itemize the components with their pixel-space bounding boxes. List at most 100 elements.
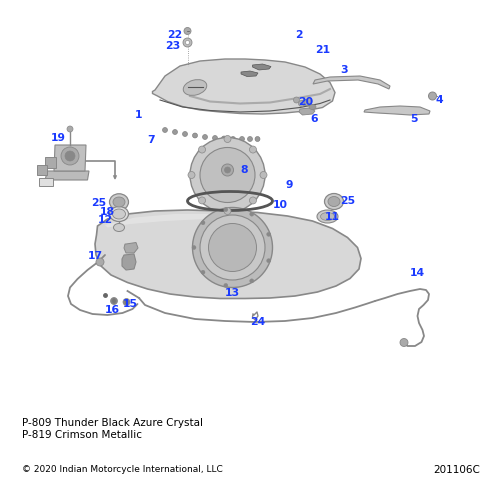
Circle shape (230, 136, 235, 141)
Circle shape (224, 208, 231, 214)
Circle shape (192, 246, 196, 250)
Ellipse shape (328, 196, 340, 206)
Text: 6: 6 (310, 114, 318, 124)
Circle shape (172, 130, 178, 134)
Ellipse shape (183, 80, 207, 96)
Text: 12: 12 (98, 215, 112, 225)
Text: 24: 24 (250, 317, 265, 327)
Ellipse shape (320, 212, 334, 220)
Circle shape (162, 128, 168, 132)
Circle shape (190, 138, 265, 212)
Circle shape (61, 147, 79, 165)
Circle shape (294, 97, 300, 103)
Circle shape (222, 136, 226, 141)
Circle shape (400, 338, 408, 346)
Text: 5: 5 (410, 114, 418, 124)
Text: © 2020 Indian Motorcycle International, LLC: © 2020 Indian Motorcycle International, … (22, 466, 223, 474)
Text: 25: 25 (340, 196, 355, 206)
Circle shape (224, 284, 228, 288)
Circle shape (250, 279, 254, 283)
Ellipse shape (110, 206, 128, 222)
Circle shape (428, 92, 436, 100)
Circle shape (250, 146, 256, 153)
Text: 2: 2 (295, 30, 302, 40)
Circle shape (306, 98, 312, 104)
Ellipse shape (124, 299, 129, 305)
Ellipse shape (324, 194, 344, 210)
Text: 17: 17 (88, 251, 102, 261)
Polygon shape (124, 242, 138, 253)
Ellipse shape (112, 298, 116, 304)
Text: 8: 8 (240, 165, 248, 175)
Circle shape (192, 133, 198, 138)
Polygon shape (45, 157, 56, 168)
Text: 15: 15 (122, 299, 138, 309)
Text: P-809 Thunder Black Azure Crystal: P-809 Thunder Black Azure Crystal (22, 418, 204, 428)
Polygon shape (299, 108, 315, 115)
Circle shape (248, 136, 252, 141)
Text: 9: 9 (285, 180, 292, 190)
Text: 25: 25 (92, 198, 106, 208)
Ellipse shape (309, 104, 316, 110)
Polygon shape (45, 171, 89, 180)
Circle shape (200, 215, 265, 280)
Text: 20: 20 (298, 97, 313, 107)
Text: 1: 1 (135, 110, 142, 120)
Ellipse shape (114, 224, 124, 232)
Circle shape (208, 224, 256, 272)
Polygon shape (252, 64, 271, 70)
Circle shape (250, 212, 254, 216)
Circle shape (212, 136, 218, 140)
Circle shape (192, 208, 272, 288)
Circle shape (260, 172, 267, 178)
Circle shape (266, 258, 270, 262)
Circle shape (198, 197, 205, 204)
Polygon shape (54, 145, 86, 171)
Circle shape (224, 167, 230, 173)
Text: 3: 3 (340, 65, 347, 75)
Circle shape (184, 28, 191, 34)
Text: 4: 4 (435, 95, 442, 105)
Text: 7: 7 (148, 135, 155, 145)
Circle shape (224, 208, 228, 212)
Circle shape (65, 151, 75, 161)
Polygon shape (39, 178, 53, 186)
Circle shape (200, 148, 255, 203)
Text: P-819 Crimson Metallic: P-819 Crimson Metallic (22, 430, 142, 440)
Circle shape (201, 221, 205, 225)
Circle shape (67, 126, 73, 132)
Polygon shape (105, 214, 250, 228)
Text: 11: 11 (325, 212, 340, 222)
Text: 14: 14 (410, 268, 425, 278)
Circle shape (255, 136, 260, 141)
Circle shape (182, 132, 188, 136)
Circle shape (201, 270, 205, 274)
Circle shape (266, 232, 270, 236)
Polygon shape (37, 165, 47, 175)
Circle shape (123, 298, 130, 306)
Circle shape (298, 100, 304, 106)
Ellipse shape (302, 100, 310, 105)
Ellipse shape (112, 209, 126, 219)
Circle shape (240, 136, 244, 141)
Polygon shape (313, 76, 390, 89)
Ellipse shape (110, 194, 128, 210)
Polygon shape (95, 210, 361, 298)
Circle shape (183, 38, 192, 47)
Text: 13: 13 (225, 288, 240, 298)
Text: 19: 19 (51, 133, 66, 143)
Circle shape (250, 197, 256, 204)
Polygon shape (364, 106, 430, 115)
Text: 22: 22 (168, 30, 183, 40)
Circle shape (96, 258, 104, 266)
Polygon shape (122, 254, 136, 270)
Text: 201106C: 201106C (433, 465, 480, 475)
Circle shape (198, 146, 205, 153)
Circle shape (110, 298, 117, 304)
Text: 16: 16 (105, 305, 120, 315)
Circle shape (222, 164, 234, 176)
Text: 18: 18 (100, 207, 115, 217)
Text: 10: 10 (272, 200, 287, 210)
Circle shape (202, 134, 207, 140)
Text: 23: 23 (165, 41, 180, 51)
